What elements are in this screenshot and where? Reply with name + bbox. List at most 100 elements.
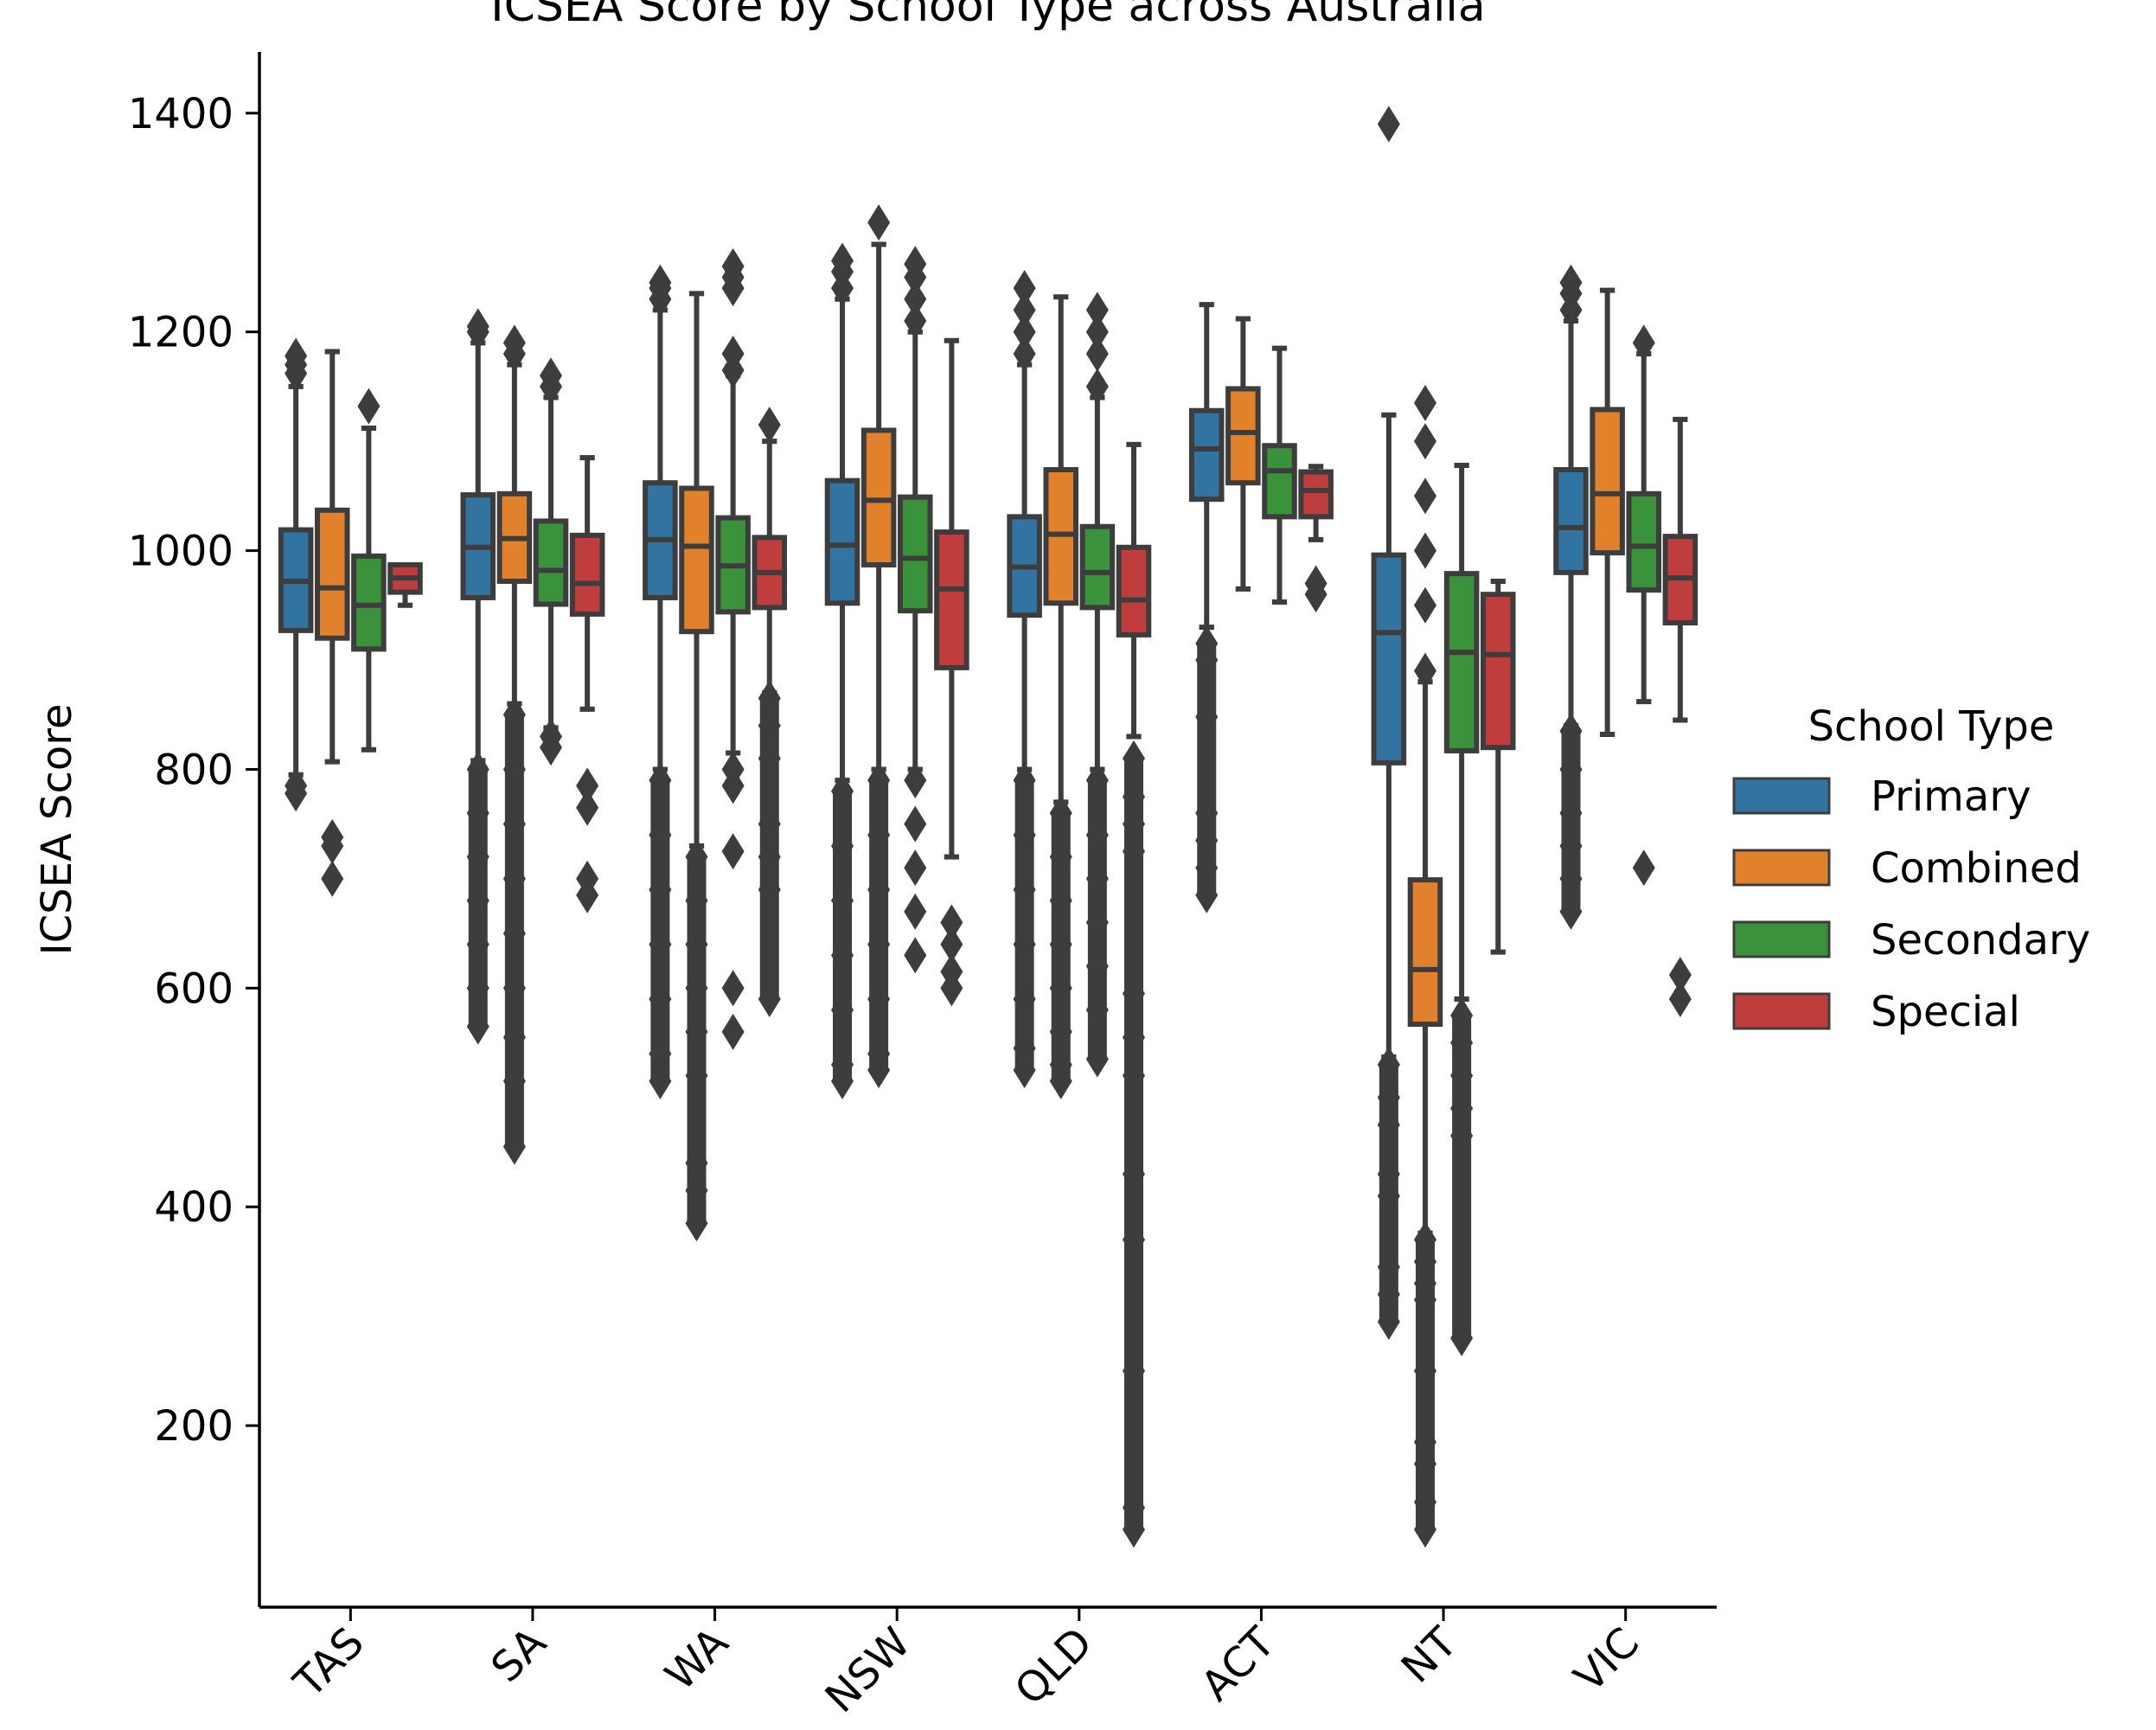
box-secondary-tas [351,388,387,753]
y-axis-label: ICSEA Score [33,704,81,956]
box-special-sa [569,455,605,913]
box-body [679,485,714,635]
outlier-band [468,769,488,1027]
x-tick-label-qld: QLD [1006,1618,1102,1714]
box-body [1079,523,1116,611]
outlier-point [721,767,745,804]
outlier-point [576,876,599,913]
box-combined-sa [496,324,533,1165]
box-body [1225,386,1261,486]
box-primary-wa [643,264,678,1099]
box-body [1553,467,1589,575]
box-primary-sa [460,308,496,1045]
box-combined-wa [679,291,714,1242]
box-body [1443,571,1480,753]
box-body [1371,552,1407,766]
outlier-point [1559,264,1583,301]
outlier-point [721,1013,745,1050]
legend-swatch [1732,992,1831,1030]
outlier-point [1632,324,1655,362]
box-special-wa [752,407,788,1017]
box-body [860,427,897,568]
legend-swatch [1732,849,1831,887]
y-tick-label: 600 [154,964,234,1013]
outlier-point [940,970,963,1007]
legend: School Type Primary Combined Secondary Spec… [1732,702,2090,1036]
outlier-point [1013,270,1036,307]
outlier-point [357,388,381,425]
box-body [1116,544,1152,638]
outlier-band [1197,644,1217,895]
outlier-point [1013,335,1036,372]
box-combined-qld [1043,294,1079,1099]
outlier-band [504,714,524,1147]
outlier-point [1304,576,1328,613]
outlier-band [1416,1240,1435,1530]
outlier-point [1414,532,1436,569]
box-body [1262,443,1297,520]
box-primary-nt [1371,106,1407,1340]
outlier-band [833,791,852,1081]
legend-swatch [1732,777,1831,815]
outlier-point [721,970,745,1007]
box-body [569,532,605,617]
box-primary-tas [278,337,314,812]
outlier-point [321,827,344,864]
box-body [1188,407,1225,503]
box-body [1480,592,1516,751]
legend-item-primary: Primary [1732,772,2031,821]
box-secondary-sa [533,357,569,766]
box-special-nt [1480,578,1516,955]
box-body [533,518,569,607]
box-combined-vic [1590,287,1625,737]
box-body [1407,877,1443,1028]
box-body [1626,490,1662,593]
y-axis-ticks: 200 400 600 800 1000 1200 1400 [128,90,259,1451]
box-secondary-act [1262,345,1297,606]
outlier-point [940,904,963,941]
x-axis-ticks: TAS SA WA NSW QLD ACT NT VIC [285,1607,1649,1722]
outlier-point [904,246,927,283]
outlier-band [1452,1015,1472,1338]
y-tick-label: 400 [154,1183,234,1232]
outlier-band [1087,780,1107,1060]
outlier-band [869,780,889,1071]
outlier-point [649,264,672,301]
box-primary-vic [1553,264,1589,930]
outlier-band [650,780,670,1081]
outlier-point [904,762,927,799]
box-special-nsw [934,337,969,1007]
outlier-point [940,926,963,963]
outlier-point [904,280,927,317]
outlier-point [576,789,599,826]
x-tick-label-nsw: NSW [816,1618,920,1722]
box-body [897,494,933,614]
x-tick-label-act: ACT [1192,1618,1284,1710]
outlier-point [721,833,745,870]
box-special-tas [387,562,423,608]
box-body [824,477,860,606]
legend-title: School Type [1808,702,2055,751]
legend-label: Special [1871,988,2020,1036]
outlier-point [540,729,562,766]
legend-item-secondary: Secondary [1732,916,2090,964]
outlier-point [1013,313,1036,350]
legend-label: Secondary [1871,916,2090,964]
x-tick-label-sa: SA [482,1618,555,1692]
outlier-point [904,893,927,930]
outlier-point [904,937,927,974]
box-secondary-nsw [897,246,933,974]
outlier-point [466,308,489,345]
outlier-point [1085,335,1109,372]
box-combined-nt [1407,384,1443,1548]
outlier-point [831,242,854,279]
outlier-band [1124,758,1143,1530]
plot-area [278,106,1699,1548]
outlier-band [1014,780,1034,1071]
outlier-point [540,357,562,394]
x-tick-label-vic: VIC [1565,1618,1649,1702]
outlier-point [1414,477,1436,515]
outlier-point [904,303,927,340]
box-primary-qld [1007,270,1042,1089]
outlier-point [285,775,308,812]
